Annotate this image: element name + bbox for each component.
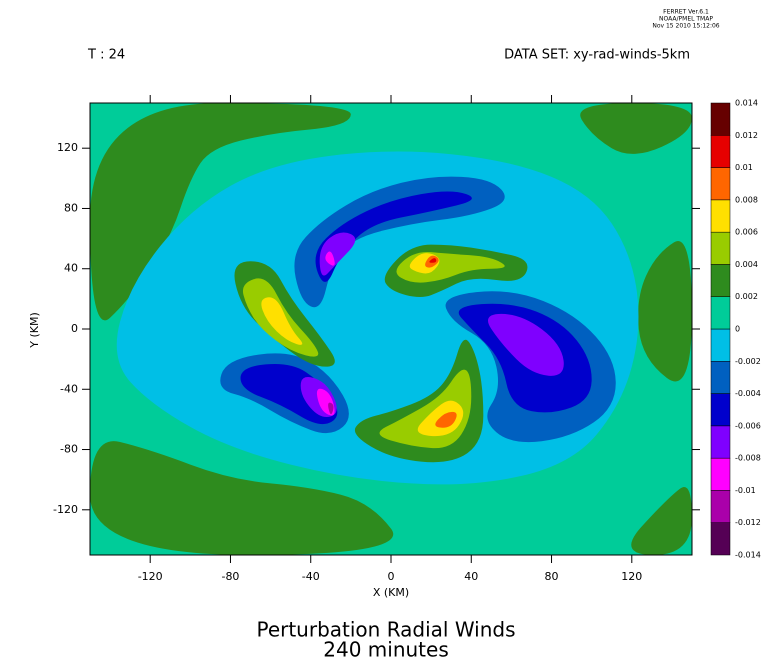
- y-tick-label: -120: [53, 503, 78, 516]
- y-tick-label: 80: [64, 201, 78, 214]
- contour-region: [90, 441, 394, 555]
- x-tick-label: 40: [464, 570, 478, 583]
- colorbar-label: -0.008: [735, 454, 761, 463]
- colorbar-label: -0.006: [735, 421, 761, 430]
- colorbar-label: -0.014: [735, 551, 761, 560]
- colorbar-label: 0: [735, 325, 740, 334]
- colorbar-label: 0.002: [735, 292, 758, 301]
- colorbar-swatch: [710, 102, 731, 136]
- y-tick-label: 40: [64, 262, 78, 275]
- contour-region: [435, 411, 457, 428]
- colorbar-label: 0.008: [735, 195, 758, 204]
- y-tick-label: 0: [71, 322, 78, 335]
- x-tick-label: -120: [138, 570, 163, 583]
- colorbar-swatch: [710, 393, 731, 427]
- y-tick-label: -40: [60, 382, 78, 395]
- colorbar-swatch: [710, 457, 731, 491]
- x-tick-label: -40: [302, 570, 320, 583]
- contour-region: [319, 232, 356, 276]
- contour-region: [580, 103, 692, 154]
- colorbar-swatch: [710, 199, 731, 233]
- colorbar-label: 0.014: [735, 99, 758, 108]
- contour-region: [90, 103, 351, 321]
- colorbar-swatch: [710, 135, 731, 168]
- field: [90, 103, 692, 555]
- x-tick-label: 0: [388, 570, 395, 583]
- x-tick-label: 80: [545, 570, 559, 583]
- colorbar-label: 0.012: [735, 131, 758, 140]
- colorbar-swatch: [710, 264, 731, 297]
- chart-subtitle: 240 minutes: [323, 638, 449, 662]
- contour-region: [328, 402, 334, 415]
- contour-region: [429, 258, 437, 263]
- colorbar-label: 0.01: [735, 163, 753, 172]
- y-tick-label: -80: [60, 443, 78, 456]
- header-left: T : 24: [87, 48, 125, 63]
- x-tick-label: 120: [621, 570, 642, 583]
- contour-region: [325, 251, 335, 266]
- colorbar-label: 0.004: [735, 260, 758, 269]
- header-right: DATA SET: xy-rad-winds-5km: [504, 48, 690, 63]
- colorbar-swatch: [710, 296, 731, 330]
- y-axis-label: Y (KM): [28, 312, 41, 349]
- colorbar-swatch: [710, 328, 731, 362]
- contour-region: [261, 297, 303, 345]
- colorbar-label: -0.004: [735, 389, 761, 398]
- x-tick-label: -80: [221, 570, 239, 583]
- colorbar-swatch: [710, 490, 731, 523]
- colorbar-label: 0.006: [735, 228, 758, 237]
- contour-region: [294, 176, 505, 308]
- colorbar-swatch: [710, 231, 731, 265]
- stamp: Nov 15 2010 15:12:06: [652, 23, 719, 30]
- colorbar-swatch: [710, 522, 731, 556]
- colorbar-swatch: [710, 425, 731, 459]
- colorbar-swatch: [710, 167, 731, 201]
- colorbar-label: -0.01: [735, 486, 756, 495]
- chart-title: Perturbation Radial Winds: [256, 618, 515, 642]
- contour-region: [487, 313, 564, 376]
- stamp: NOAA/PMEL TMAP: [659, 16, 713, 23]
- contour-region: [638, 241, 692, 382]
- contour-region: [631, 486, 692, 555]
- colorbar-swatch: [710, 361, 731, 394]
- colorbar-label: -0.012: [735, 518, 761, 527]
- y-tick-label: 120: [57, 141, 78, 154]
- colorbar-label: -0.002: [735, 357, 761, 366]
- x-axis-label: X (KM): [373, 586, 409, 599]
- stamp: FERRET Ver.6.1: [663, 9, 709, 16]
